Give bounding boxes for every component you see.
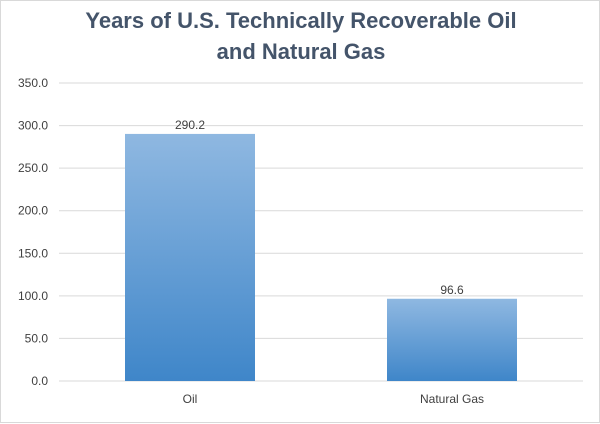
- bars: [125, 133, 517, 381]
- chart-title: Years of U.S. Technically Recoverable Oi…: [1, 5, 600, 67]
- y-tick-label: 150.0: [18, 246, 48, 260]
- y-tick-label: 50.0: [25, 331, 49, 345]
- bar-oil: [125, 133, 255, 381]
- x-category-label: Natural Gas: [420, 392, 484, 406]
- data-label: 290.2: [175, 118, 205, 132]
- y-tick-label: 350.0: [18, 76, 48, 90]
- data-label: 96.6: [440, 283, 464, 297]
- y-tick-label: 100.0: [18, 289, 48, 303]
- chart-title-line-2: and Natural Gas: [216, 39, 386, 64]
- y-tick-label: 200.0: [18, 204, 48, 218]
- x-axis-category-labels: Oil Natural Gas: [183, 392, 484, 406]
- data-labels: 290.2 96.6: [175, 118, 464, 297]
- chart-title-line-1: Years of U.S. Technically Recoverable Oi…: [85, 8, 517, 33]
- x-category-label: Oil: [183, 392, 198, 406]
- y-tick-label: 300.0: [18, 119, 48, 133]
- y-tick-label: 0.0: [31, 374, 48, 388]
- y-axis-tick-labels: 0.0 50.0 100.0 150.0 200.0 250.0 300.0 350.0: [18, 76, 48, 388]
- bar-natural-gas: [387, 298, 517, 381]
- y-tick-label: 250.0: [18, 161, 48, 175]
